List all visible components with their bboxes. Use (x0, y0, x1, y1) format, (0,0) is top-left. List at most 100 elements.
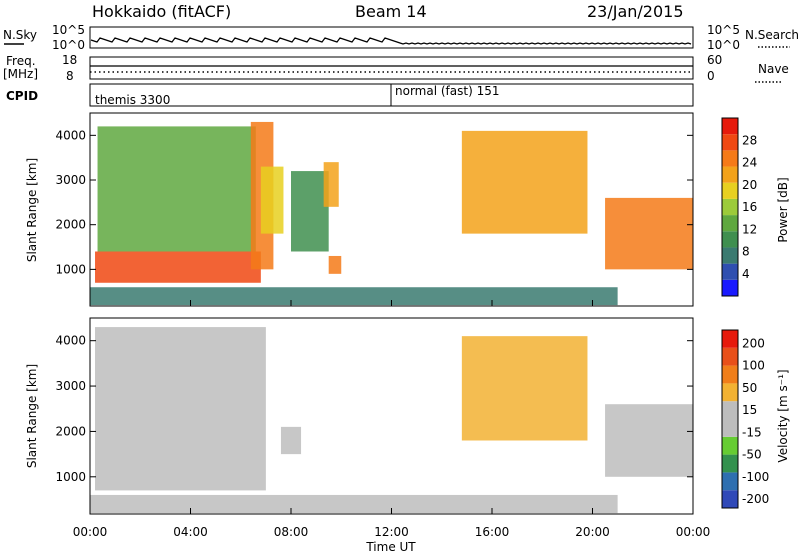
date-title: 23/Jan/2015 (587, 2, 684, 21)
velocity-colorbar-tick-3: 15 (742, 403, 757, 417)
power-colorbar-swatch-5 (722, 198, 738, 216)
velocity-echo-2 (461, 336, 588, 441)
beam-title: Beam 14 (355, 2, 427, 21)
velocity-colorbar-tick-7: -200 (742, 492, 769, 506)
velocity-colorbar-tick-4: -15 (742, 425, 762, 439)
power-echo-1 (97, 126, 256, 252)
x-axis-label: Time UT (365, 540, 416, 554)
velocity-echo-4 (90, 494, 618, 514)
power-colorbar-swatch-8 (722, 150, 738, 167)
freq-panel: Freq. [MHz] 18 8 60 0 Nave (3, 53, 789, 83)
velocity-colorbar-swatch-1 (722, 472, 738, 491)
power-colorbar-swatch-1 (722, 263, 738, 280)
power-echo-6 (328, 255, 342, 274)
power-y-axis: 1000 2000 3000 4000 (55, 128, 693, 276)
power-colorbar-tick-4: 20 (742, 178, 757, 192)
cpid-mode-1: themis 3300 (95, 93, 170, 107)
cpid-label: CPID (6, 89, 38, 103)
x-tick-label-6: 00:00 (676, 525, 711, 539)
velocity-colorbar-frame (721, 329, 739, 509)
velocity-colorbar-swatch-2 (722, 454, 738, 473)
velocity-colorbar-swatch-6 (722, 383, 738, 402)
power-x-ticks (89, 300, 694, 306)
x-tick-label-0: 00:00 (73, 525, 108, 539)
freq-tick-bottom: 8 (66, 69, 74, 83)
power-colorbar-swatch-4 (722, 215, 738, 232)
x-tick-label-2: 08:00 (274, 525, 309, 539)
power-colorbar-swatch-10 (722, 118, 738, 135)
power-colorbar-tick-5: 24 (742, 156, 757, 170)
velocity-colorbar-tick-5: -50 (742, 448, 762, 462)
velocity-x-ticks (89, 508, 694, 514)
power-echo-0 (95, 251, 261, 283)
power-echo-9 (90, 287, 618, 306)
x-tick-label-4: 16:00 (475, 525, 510, 539)
power-colorbar-tick-1: 8 (742, 245, 750, 259)
velocity-colorbar-tick-2: 50 (742, 381, 757, 395)
power-colorbar-swatch-2 (722, 247, 738, 264)
velocity-ytick-label-2: 3000 (55, 379, 86, 393)
noise-left-tick-bottom: 10^0 (52, 38, 85, 52)
noise-left-tick-top: 10^5 (52, 23, 85, 37)
power-ylabel: Slant Range [km] (25, 158, 39, 262)
velocity-colorbar-swatch-5 (722, 401, 738, 419)
power-colorbar-tick-2: 12 (742, 222, 757, 236)
velocity-colorbar-swatch-4 (722, 419, 738, 437)
velocity-y-axis: 1000 2000 3000 4000 (55, 334, 693, 484)
velocity-colorbar-tick-0: 200 (742, 336, 765, 350)
power-colorbar-tick-3: 16 (742, 200, 757, 214)
velocity-echoes (90, 327, 693, 514)
power-colorbar: 4 8 12 16 20 24 28 (721, 117, 757, 297)
velocity-ytick-label-3: 4000 (55, 334, 86, 348)
power-colorbar-frame (721, 117, 739, 297)
power-colorbar-swatch-3 (722, 231, 738, 248)
cpid-panel: CPID themis 3300 normal (fast) 151 (6, 83, 694, 107)
velocity-colorbar-swatch-7 (722, 365, 738, 384)
power-echoes (90, 121, 693, 306)
velocity-colorbar-swatch-0 (722, 490, 738, 508)
velocity-ytick-label-1: 2000 (55, 424, 86, 438)
power-echo-4 (291, 171, 329, 252)
station-title: Hokkaido (fitACF) (92, 2, 231, 21)
x-tick-label-5: 20:00 (575, 525, 610, 539)
power-ytick-label-2: 3000 (55, 173, 86, 187)
velocity-colorbar-swatch-9 (722, 330, 738, 348)
power-colorbar-swatch-6 (722, 182, 738, 199)
noise-right-label: N.Search (745, 28, 799, 42)
nave-tick-bottom: 0 (707, 69, 715, 83)
noise-left-label: N.Sky (3, 28, 37, 42)
velocity-echo-3 (605, 404, 693, 477)
velocity-echo-0 (95, 327, 266, 491)
velocity-colorbar: 200 100 50 15 -15 -50 -100 -200 (721, 329, 769, 509)
x-tick-label-1: 04:00 (173, 525, 208, 539)
power-ytick-label-1: 2000 (55, 218, 86, 232)
nave-label: Nave (758, 62, 789, 76)
power-ytick-label-0: 1000 (55, 262, 86, 276)
x-tick-label-3: 12:00 (374, 525, 409, 539)
velocity-echo-1 (280, 426, 302, 455)
velocity-panel: Slant Range [km] 1000 2000 3000 4000 (25, 317, 694, 515)
power-echo-8 (605, 197, 693, 270)
velocity-colorbar-swatch-8 (722, 347, 738, 366)
freq-label: Freq. (6, 54, 36, 68)
power-echo-7 (461, 130, 588, 234)
velocity-ylabel: Slant Range [km] (25, 364, 39, 468)
power-panel: Slant Range [km] 1000 2000 3000 4000 (25, 112, 694, 307)
velocity-colorbar-tick-6: -100 (742, 470, 769, 484)
freq-tick-top: 18 (62, 53, 77, 67)
time-axis: 00:00 04:00 08:00 12:00 16:00 20:00 00:00 (73, 525, 711, 539)
power-echo-5 (323, 162, 339, 207)
power-colorbar-swatch-7 (722, 166, 738, 183)
velocity-colorbar-swatch-3 (722, 436, 738, 455)
velocity-colorbar-tick-1: 100 (742, 359, 765, 373)
nave-tick-top: 60 (707, 53, 722, 67)
velocity-ytick-label-0: 1000 (55, 470, 86, 484)
velocity-colorbar-label: Velocity [m s⁻¹] (776, 369, 790, 462)
cpid-mode-2: normal (fast) 151 (395, 84, 499, 98)
noise-panel: N.Sky 10^5 10^0 10^5 10^0 N.Search (3, 23, 799, 52)
power-colorbar-tick-6: 28 (742, 133, 757, 147)
power-colorbar-tick-0: 4 (742, 267, 750, 281)
power-echo-3 (260, 166, 284, 234)
noise-right-tick-bottom: 10^0 (707, 38, 740, 52)
